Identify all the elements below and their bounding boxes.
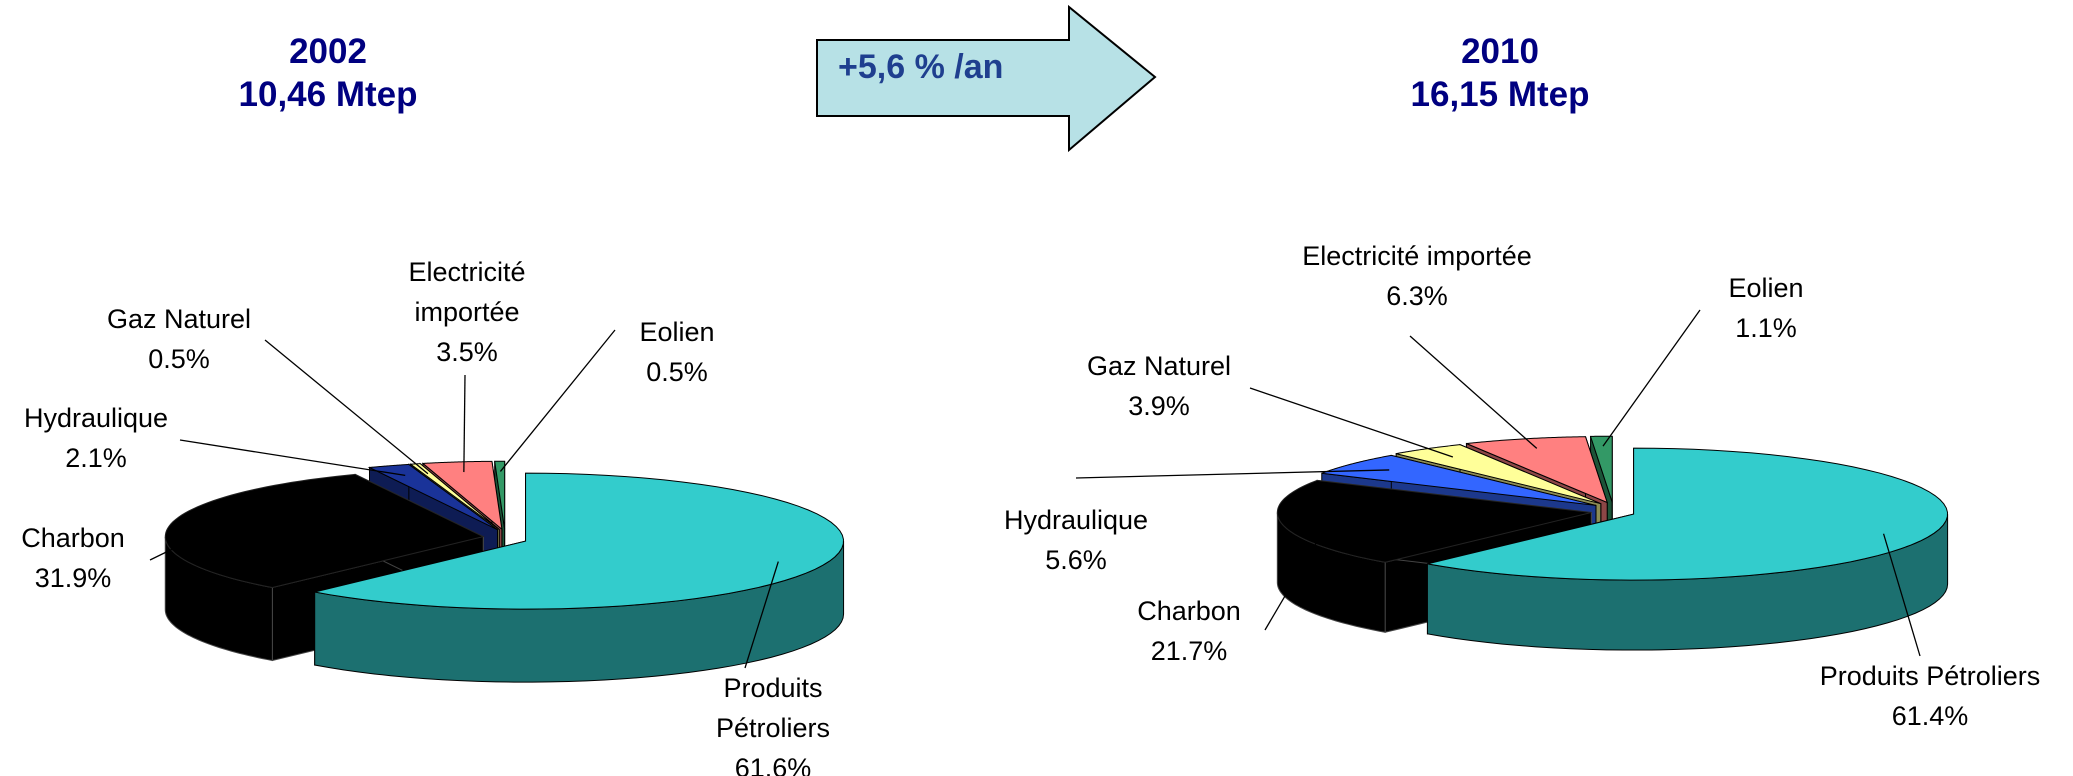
label-value: 31.9% <box>34 563 112 593</box>
label-value: 3.5% <box>436 337 498 367</box>
label-value: 1.1% <box>1735 313 1797 343</box>
label-value: 61.4% <box>1891 701 1969 731</box>
label-name: Hydraulique <box>23 403 169 433</box>
slice <box>164 473 485 589</box>
label-name: Produits Pétroliers <box>715 673 831 743</box>
label-value: 2.1% <box>65 443 127 473</box>
leader-line <box>744 561 779 669</box>
label-name: Eolien <box>639 317 715 347</box>
data-label: Eolien 1.1% <box>1696 268 1836 348</box>
leader-line <box>1264 521 1329 631</box>
leader-line <box>1882 533 1921 657</box>
data-label: Electricité importée 3.5% <box>377 252 557 372</box>
data-label: Gaz Naturel 3.9% <box>1059 346 1259 426</box>
slice <box>1276 479 1592 563</box>
label-name: Produits Pétroliers <box>1819 661 2041 691</box>
label-value: 5.6% <box>1045 545 1107 575</box>
data-label: Electricité importée 6.3% <box>1257 236 1577 316</box>
label-value: 21.7% <box>1150 636 1228 666</box>
data-label: Hydraulique 2.1% <box>0 398 196 478</box>
slice <box>494 460 506 530</box>
leader-line <box>1602 309 1701 447</box>
data-label: Charbon 31.9% <box>0 518 153 598</box>
slice <box>1466 436 1609 504</box>
chart-title: 2010 16,15 Mtep <box>1410 32 1590 114</box>
label-value: 0.5% <box>148 344 210 374</box>
leader-line <box>463 374 466 473</box>
slice <box>367 463 498 531</box>
leader-line <box>1249 387 1454 458</box>
chart-subtitle: 10,46 Mtep <box>238 75 418 114</box>
leader-line <box>179 439 406 477</box>
data-label: Charbon 21.7% <box>1119 591 1259 671</box>
leader-line <box>499 329 616 472</box>
label-value: 61.6% <box>734 753 812 776</box>
chart-title: 2002 10,46 Mtep <box>238 32 418 114</box>
label-name: Gaz Naturel <box>1086 351 1232 381</box>
slice <box>421 460 503 531</box>
slice <box>1427 447 1948 581</box>
label-name: Hydraulique <box>1003 505 1149 535</box>
label-value: 0.5% <box>646 357 708 387</box>
label-name: Electricité importée <box>408 257 526 327</box>
label-name: Gaz Naturel <box>106 304 252 334</box>
data-label: Gaz Naturel 0.5% <box>79 299 279 379</box>
data-label: Eolien 0.5% <box>617 312 737 392</box>
label-name: Charbon <box>1137 596 1241 626</box>
arrow-label: +5,6 % /an <box>838 48 1004 86</box>
leader-line <box>149 527 217 561</box>
arrow <box>816 4 1157 153</box>
leader-line <box>264 339 429 475</box>
slice <box>1589 435 1613 503</box>
slice <box>314 472 844 610</box>
label-name: Eolien <box>1728 273 1804 303</box>
chart-subtitle: 16,15 Mtep <box>1410 75 1590 114</box>
leader-line <box>1075 469 1390 479</box>
data-label: Produits Pétroliers 61.4% <box>1790 656 2070 736</box>
leader-line <box>1409 335 1538 449</box>
label-name: Charbon <box>21 523 125 553</box>
label-value: 6.3% <box>1386 281 1448 311</box>
data-label: Hydraulique 5.6% <box>976 500 1176 580</box>
label-name: Electricité importée <box>1302 241 1532 271</box>
data-label: Produits Pétroliers 61.6% <box>663 668 883 776</box>
slice <box>1321 454 1597 506</box>
label-value: 3.9% <box>1128 391 1190 421</box>
